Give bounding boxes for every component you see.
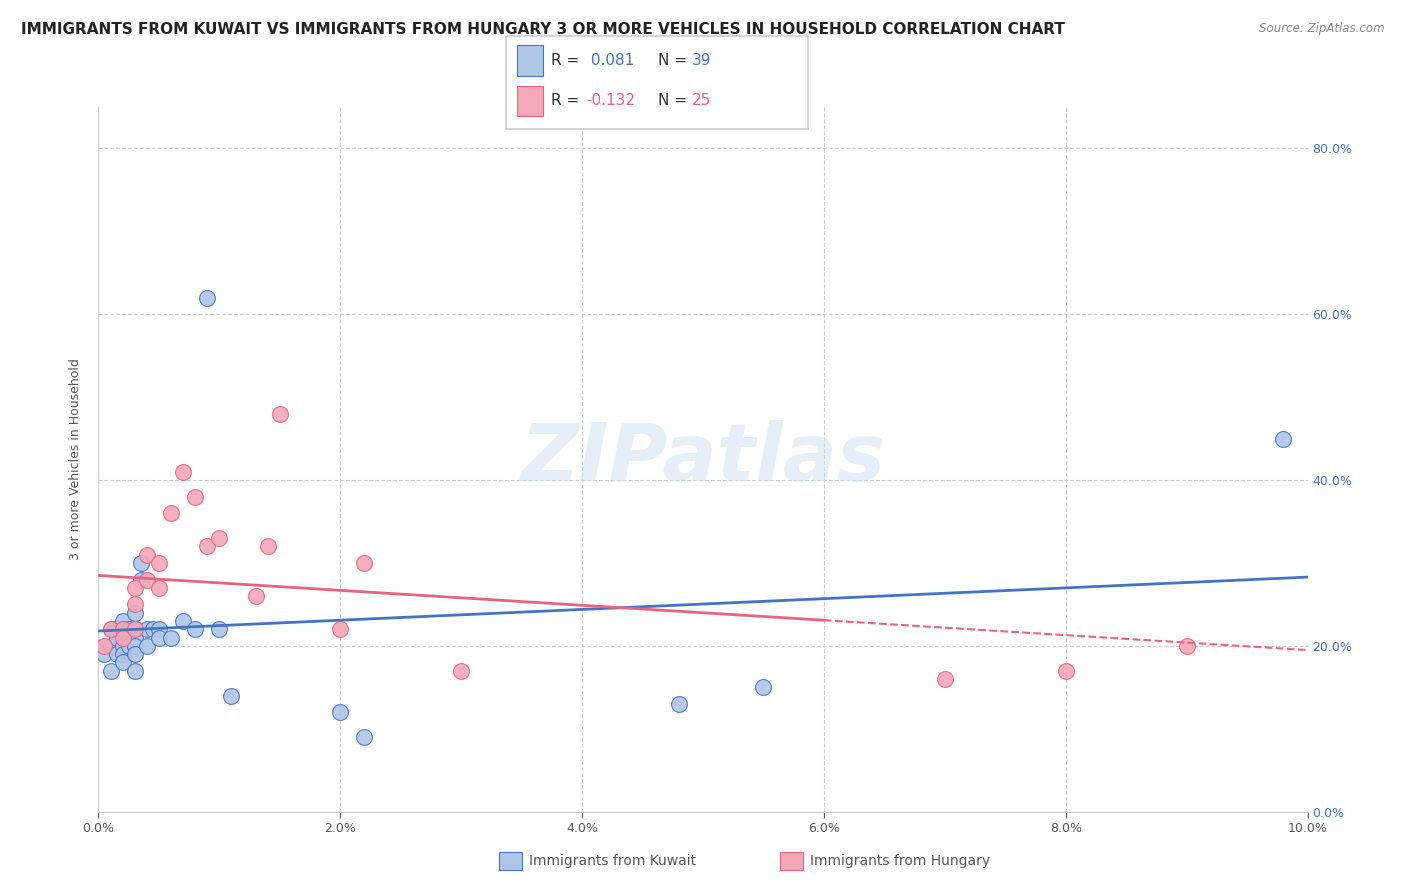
Text: IMMIGRANTS FROM KUWAIT VS IMMIGRANTS FROM HUNGARY 3 OR MORE VEHICLES IN HOUSEHOL: IMMIGRANTS FROM KUWAIT VS IMMIGRANTS FRO… [21, 22, 1064, 37]
Y-axis label: 3 or more Vehicles in Household: 3 or more Vehicles in Household [69, 359, 83, 560]
Point [269, 407, 291, 421]
Point [148, 623, 170, 637]
Text: Immigrants from Hungary: Immigrants from Hungary [810, 854, 990, 868]
Point [245, 589, 267, 603]
Point [124, 639, 146, 653]
Point [124, 581, 146, 595]
Point [105, 623, 128, 637]
Point [124, 664, 146, 678]
Point [124, 631, 146, 645]
Point [111, 647, 134, 661]
Text: ZIPatlas: ZIPatlas [520, 420, 886, 499]
Point [353, 556, 375, 570]
Point [118, 623, 141, 637]
Point [353, 730, 375, 744]
Point [135, 623, 157, 637]
Point [124, 623, 146, 637]
Point [172, 465, 194, 479]
Point [1272, 432, 1295, 446]
Point [111, 623, 134, 637]
Point [221, 689, 243, 703]
Point [172, 614, 194, 628]
Point [450, 664, 472, 678]
Text: 0.081: 0.081 [586, 54, 634, 68]
Text: R =: R = [551, 54, 585, 68]
Point [208, 531, 231, 545]
Point [135, 573, 157, 587]
Point [124, 598, 146, 612]
Point [135, 548, 157, 562]
Point [124, 606, 146, 620]
Text: N =: N = [658, 54, 692, 68]
Point [124, 647, 146, 661]
Point [195, 291, 218, 305]
Point [100, 623, 122, 637]
Point [100, 623, 122, 637]
Point [111, 639, 134, 653]
Point [111, 614, 134, 628]
Text: R =: R = [551, 94, 585, 108]
Text: Source: ZipAtlas.com: Source: ZipAtlas.com [1260, 22, 1385, 36]
Point [135, 639, 157, 653]
Point [934, 672, 956, 686]
Point [329, 623, 352, 637]
Point [195, 540, 218, 554]
Point [111, 623, 134, 637]
Point [148, 581, 170, 595]
Point [142, 623, 165, 637]
Point [256, 540, 278, 554]
Point [208, 623, 231, 637]
Point [105, 647, 128, 661]
Point [100, 664, 122, 678]
Point [118, 639, 141, 653]
Point [329, 705, 352, 719]
Point [148, 556, 170, 570]
Point [111, 631, 134, 645]
Text: 39: 39 [692, 54, 711, 68]
Point [93, 647, 115, 661]
Point [1054, 664, 1077, 678]
Point [1175, 639, 1198, 653]
Point [105, 631, 128, 645]
Text: N =: N = [658, 94, 692, 108]
Point [160, 631, 183, 645]
Point [668, 697, 690, 711]
Point [93, 639, 115, 653]
Point [752, 681, 775, 695]
Text: 25: 25 [692, 94, 711, 108]
Point [148, 631, 170, 645]
Point [184, 623, 207, 637]
Point [160, 506, 183, 520]
Point [129, 556, 152, 570]
Point [118, 631, 141, 645]
Text: Immigrants from Kuwait: Immigrants from Kuwait [529, 854, 696, 868]
Point [184, 490, 207, 504]
Point [129, 573, 152, 587]
Point [100, 639, 122, 653]
Point [111, 656, 134, 670]
Text: -0.132: -0.132 [586, 94, 636, 108]
Point [124, 623, 146, 637]
